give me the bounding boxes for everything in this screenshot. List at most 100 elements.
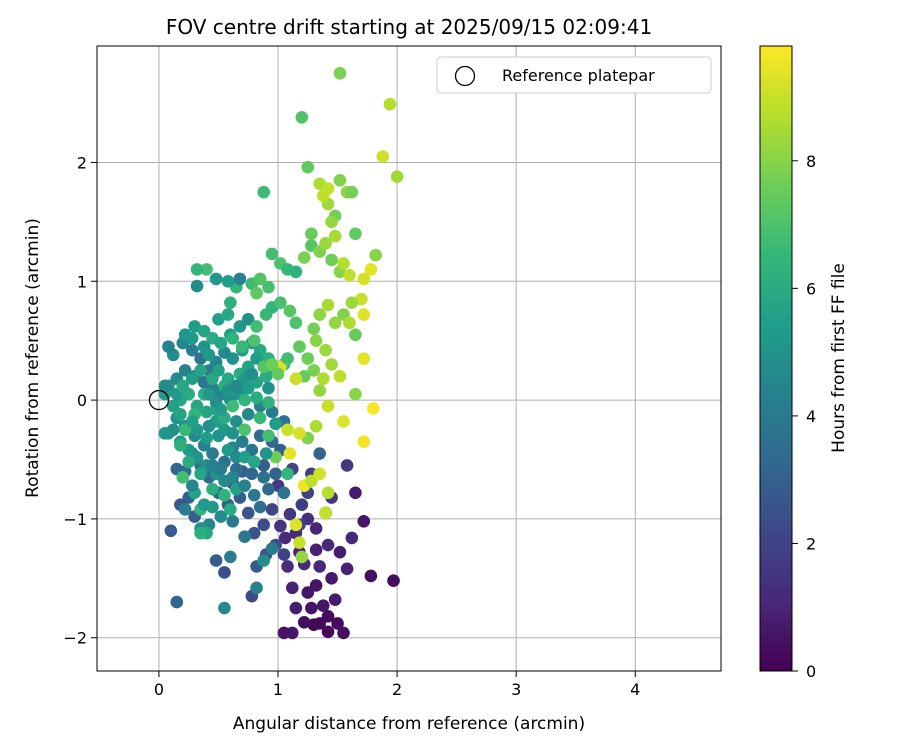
scatter-point — [283, 447, 297, 460]
scatter-point — [265, 405, 279, 419]
scatter-point — [277, 548, 291, 561]
scatter-point — [383, 97, 397, 111]
scatter-point — [226, 427, 240, 440]
scatter-point — [218, 488, 231, 502]
scatter-point — [238, 479, 251, 492]
scatter-point — [262, 429, 275, 443]
scatter-point — [307, 364, 321, 377]
scatter-point — [238, 450, 251, 464]
colorbar: 0 2 4 6 8 Hours from first FF file — [759, 45, 849, 681]
scatter-point — [321, 538, 335, 552]
colorbar-title: Hours from first FF file — [829, 263, 849, 453]
legend-marker-reference — [454, 65, 476, 87]
scatter-point — [289, 316, 303, 330]
scatter-point — [233, 272, 247, 286]
scatter-point — [357, 352, 371, 365]
scatter-point — [247, 488, 261, 502]
scatter-point — [357, 435, 371, 448]
scatter-point — [257, 471, 271, 484]
scatter-point — [295, 498, 309, 511]
scatter-point — [209, 554, 223, 567]
scatter-point — [269, 417, 282, 431]
scatter-point — [230, 379, 243, 393]
scatter-point — [285, 581, 299, 595]
scatter-point — [238, 530, 251, 544]
scatter-point — [218, 346, 231, 359]
scatter-point — [316, 372, 330, 385]
scatter-point — [277, 486, 291, 500]
scatter-point — [245, 467, 259, 481]
scatter-point — [221, 308, 235, 321]
scatter-point — [185, 372, 199, 385]
scatter-point — [305, 227, 318, 241]
scatter-point — [158, 427, 172, 440]
scatter-point — [166, 399, 180, 413]
scatter-point — [297, 615, 311, 629]
scatter-point — [305, 601, 318, 615]
scatter-point — [281, 467, 294, 481]
scatter-point — [309, 419, 323, 433]
scatter-point — [206, 482, 219, 496]
x-tick-label: 0 — [154, 680, 164, 699]
scatter-point — [349, 227, 362, 241]
scatter-point — [226, 514, 240, 528]
colorbar-tick-label: 0 — [806, 662, 816, 681]
scatter-point — [247, 334, 261, 347]
y-tick-label: 1 — [77, 272, 87, 291]
scatter-point — [250, 352, 263, 365]
scatter-point — [209, 272, 223, 286]
reference-platepar-marker-layer — [148, 389, 170, 411]
scatter-point — [194, 467, 207, 481]
scatter-point — [241, 408, 255, 421]
scatter-point — [293, 340, 306, 353]
scatter-point — [197, 324, 211, 338]
scatter-point — [364, 263, 378, 276]
scatter-point — [325, 572, 338, 585]
scatter-point — [325, 215, 338, 229]
scatter-point — [247, 526, 261, 540]
scatter-point — [178, 364, 192, 377]
scatter-point — [281, 560, 294, 573]
scatter-point — [250, 391, 263, 405]
scatter-point — [182, 455, 195, 469]
scatter-point — [301, 352, 315, 365]
scatter-point — [328, 593, 342, 607]
scatter-point — [245, 367, 259, 381]
scatter-point — [390, 170, 404, 184]
scatter-point — [164, 524, 178, 538]
scatter-point — [194, 364, 207, 377]
scatter-point — [387, 574, 400, 587]
scatter-point — [307, 322, 321, 336]
scatter-point — [212, 364, 225, 377]
scatter-point — [321, 486, 335, 500]
scatter-point — [313, 447, 326, 460]
scatter-point — [190, 263, 204, 276]
scatter-point — [262, 280, 275, 294]
y-axis-ticks: −2 −1 0 1 2 — [63, 153, 97, 648]
scatter-point — [319, 506, 332, 520]
scatter-point — [271, 367, 285, 381]
scatter-point — [321, 610, 335, 623]
scatter-point — [366, 402, 380, 415]
scatter-point — [349, 328, 362, 342]
chart-title: FOV centre drift starting at 2025/09/15 … — [166, 15, 652, 39]
scatter-point — [176, 379, 190, 393]
scatter-point — [247, 455, 261, 469]
scatter-point — [200, 405, 213, 419]
colorbar-tick-label: 4 — [806, 407, 816, 426]
scatter-point — [293, 536, 306, 549]
scatter-point — [316, 599, 330, 612]
scatter-point — [357, 272, 371, 286]
scatter-point — [349, 486, 362, 500]
scatter-point — [178, 423, 192, 437]
scatter-point — [345, 531, 359, 545]
scatter-point — [265, 503, 279, 516]
scatter-point — [337, 257, 350, 270]
scatter-point — [262, 381, 275, 395]
scatter-point — [333, 67, 347, 80]
scatter-point — [253, 500, 267, 514]
scatter-point — [297, 251, 311, 264]
scatter-point — [313, 308, 326, 321]
scatter-point — [238, 393, 251, 407]
